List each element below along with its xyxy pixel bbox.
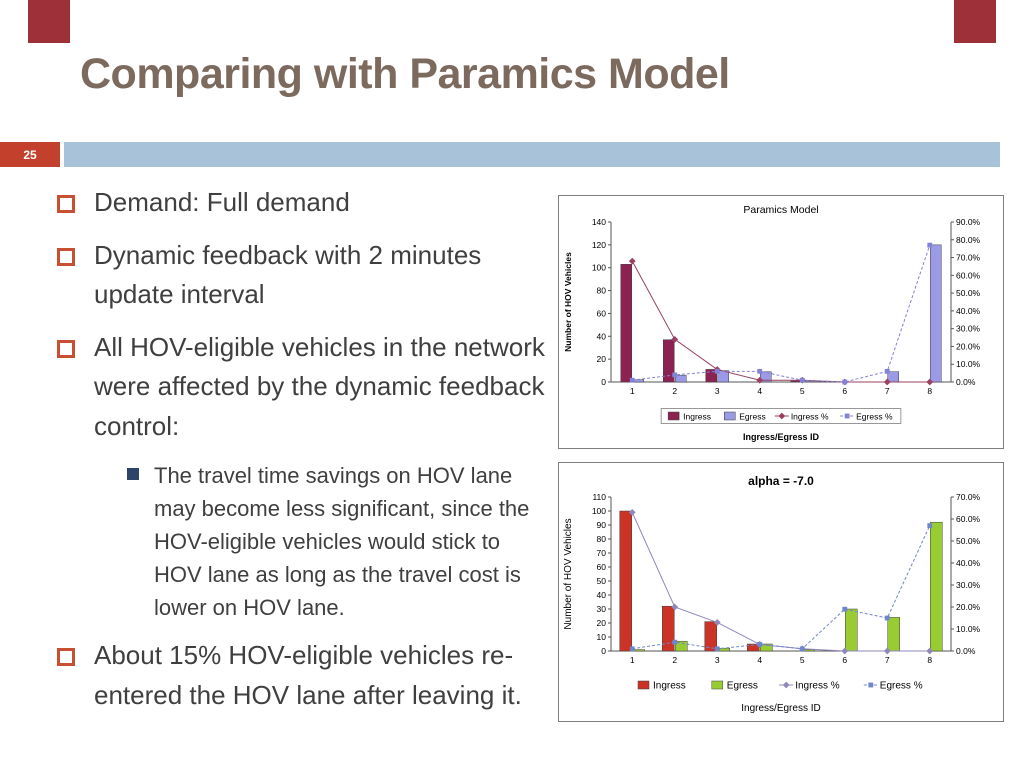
alpha-chart: 0 10 20 30 40 50 60 70 80 90 100 110 0.0% 10.0% 20.0% 3…	[563, 474, 981, 714]
svg-text:Ingress %: Ingress %	[795, 681, 840, 692]
svg-text:30.0%: 30.0%	[956, 580, 981, 590]
svg-text:Paramics Model: Paramics Model	[743, 204, 818, 216]
svg-text:Ingress/Egress ID: Ingress/Egress ID	[741, 703, 820, 714]
chart-panel-alpha: 0 10 20 30 40 50 60 70 80 90 100 110 0.0% 10.0% 20.0% 3…	[558, 462, 1004, 722]
svg-text:3: 3	[715, 386, 720, 396]
header-band	[64, 142, 1000, 167]
svg-text:Egress %: Egress %	[856, 412, 893, 422]
svg-text:80: 80	[597, 286, 607, 296]
svg-text:110: 110	[592, 492, 606, 502]
bullet-square-icon	[57, 339, 75, 358]
bullet-text: All HOV-eligible vehicles in the network…	[94, 331, 545, 441]
svg-text:40.0%: 40.0%	[956, 306, 981, 316]
svg-text:70.0%: 70.0%	[956, 253, 981, 263]
svg-text:1: 1	[630, 386, 635, 396]
svg-text:4: 4	[757, 655, 762, 665]
svg-text:Egress %: Egress %	[880, 681, 923, 692]
svg-text:100: 100	[592, 506, 606, 516]
svg-text:2: 2	[672, 655, 677, 665]
svg-text:8: 8	[927, 655, 932, 665]
bullet-item: All HOV-eligible vehicles in the network…	[55, 328, 552, 447]
svg-text:40.0%: 40.0%	[956, 558, 981, 568]
svg-text:alpha = -7.0: alpha = -7.0	[748, 474, 814, 488]
sub-bullet-square-icon	[127, 468, 139, 481]
corner-accent-left-square	[28, 0, 70, 43]
slide-number-badge: 25	[0, 142, 60, 167]
svg-text:60: 60	[597, 308, 607, 318]
svg-text:20.0%: 20.0%	[956, 602, 981, 612]
chart-panel-paramics: 0 20 40 60 80 100 120 140 0.0% 10.0% 20.0% 30.0% 40.…	[558, 195, 1004, 449]
svg-text:Ingress %: Ingress %	[791, 412, 829, 422]
svg-text:7: 7	[885, 655, 890, 665]
svg-text:7: 7	[885, 386, 890, 396]
svg-text:140: 140	[592, 217, 606, 227]
svg-text:40: 40	[597, 331, 607, 341]
svg-text:20.0%: 20.0%	[956, 341, 981, 351]
svg-text:0: 0	[601, 646, 606, 656]
svg-text:90.0%: 90.0%	[956, 217, 981, 227]
paramics-model-chart: 0 20 40 60 80 100 120 140 0.0% 10.0% 20.0% 30.0% 40.…	[563, 204, 981, 442]
svg-text:6: 6	[842, 386, 847, 396]
svg-text:50.0%: 50.0%	[956, 536, 981, 546]
bullet-item: Dynamic feedback with 2 minutes update i…	[55, 236, 552, 315]
svg-text:8: 8	[927, 386, 932, 396]
svg-text:30: 30	[597, 604, 607, 614]
svg-text:Ingress/Egress ID: Ingress/Egress ID	[743, 432, 820, 442]
svg-text:30.0%: 30.0%	[956, 324, 981, 334]
bullet-item: About 15% HOV-eligible vehicles re-enter…	[55, 636, 552, 715]
svg-text:2: 2	[672, 386, 677, 396]
svg-text:Number of HOV Vehicles: Number of HOV Vehicles	[563, 518, 574, 629]
bullet-item: Demand: Full demand	[55, 183, 552, 223]
svg-text:3: 3	[715, 655, 720, 665]
svg-text:5: 5	[800, 655, 805, 665]
svg-text:70: 70	[597, 548, 607, 558]
svg-text:60.0%: 60.0%	[956, 514, 981, 524]
bullet-text: Demand: Full demand	[94, 187, 350, 217]
svg-text:40: 40	[597, 590, 607, 600]
bullet-text: About 15% HOV-eligible vehicles re-enter…	[94, 640, 522, 710]
svg-text:Number of HOV Vehicles: Number of HOV Vehicles	[563, 252, 573, 352]
bullet-text: The travel time savings on HOV lane may …	[154, 463, 530, 621]
svg-text:10.0%: 10.0%	[956, 359, 981, 369]
svg-text:20: 20	[597, 618, 607, 628]
svg-text:6: 6	[842, 655, 847, 665]
svg-text:1: 1	[630, 655, 635, 665]
sub-bullet-item: The travel time savings on HOV lane may …	[127, 459, 541, 624]
corner-accent-right-square	[954, 0, 996, 43]
svg-text:60: 60	[597, 562, 607, 572]
svg-text:80.0%: 80.0%	[956, 235, 981, 245]
svg-text:50: 50	[597, 576, 607, 586]
svg-text:90: 90	[597, 520, 607, 530]
svg-text:10.0%: 10.0%	[956, 624, 981, 634]
svg-text:120: 120	[592, 240, 606, 250]
bullet-square-icon	[57, 648, 75, 667]
svg-text:50.0%: 50.0%	[956, 288, 981, 298]
svg-text:Ingress: Ingress	[683, 412, 711, 422]
slide-number: 25	[23, 147, 37, 162]
svg-text:0.0%: 0.0%	[956, 646, 976, 656]
svg-text:Egress: Egress	[727, 681, 758, 692]
svg-text:Ingress: Ingress	[653, 681, 686, 692]
bullet-square-icon	[57, 195, 75, 213]
svg-text:10: 10	[597, 632, 607, 642]
bullet-list: Demand: Full demand Dynamic feedback with…	[55, 183, 552, 728]
svg-text:60.0%: 60.0%	[956, 270, 981, 280]
svg-text:0: 0	[601, 377, 606, 387]
svg-text:70.0%: 70.0%	[956, 492, 981, 502]
svg-text:0.0%: 0.0%	[956, 377, 976, 387]
svg-text:Egress: Egress	[739, 412, 765, 422]
svg-text:20: 20	[597, 354, 607, 364]
slide-title: Comparing with Paramics Model	[80, 50, 730, 98]
svg-text:5: 5	[800, 386, 805, 396]
bullet-text: Dynamic feedback with 2 minutes update i…	[94, 239, 482, 310]
svg-text:80: 80	[597, 534, 607, 544]
svg-text:100: 100	[592, 263, 606, 273]
svg-text:4: 4	[757, 386, 762, 396]
bullet-square-icon	[57, 247, 75, 266]
